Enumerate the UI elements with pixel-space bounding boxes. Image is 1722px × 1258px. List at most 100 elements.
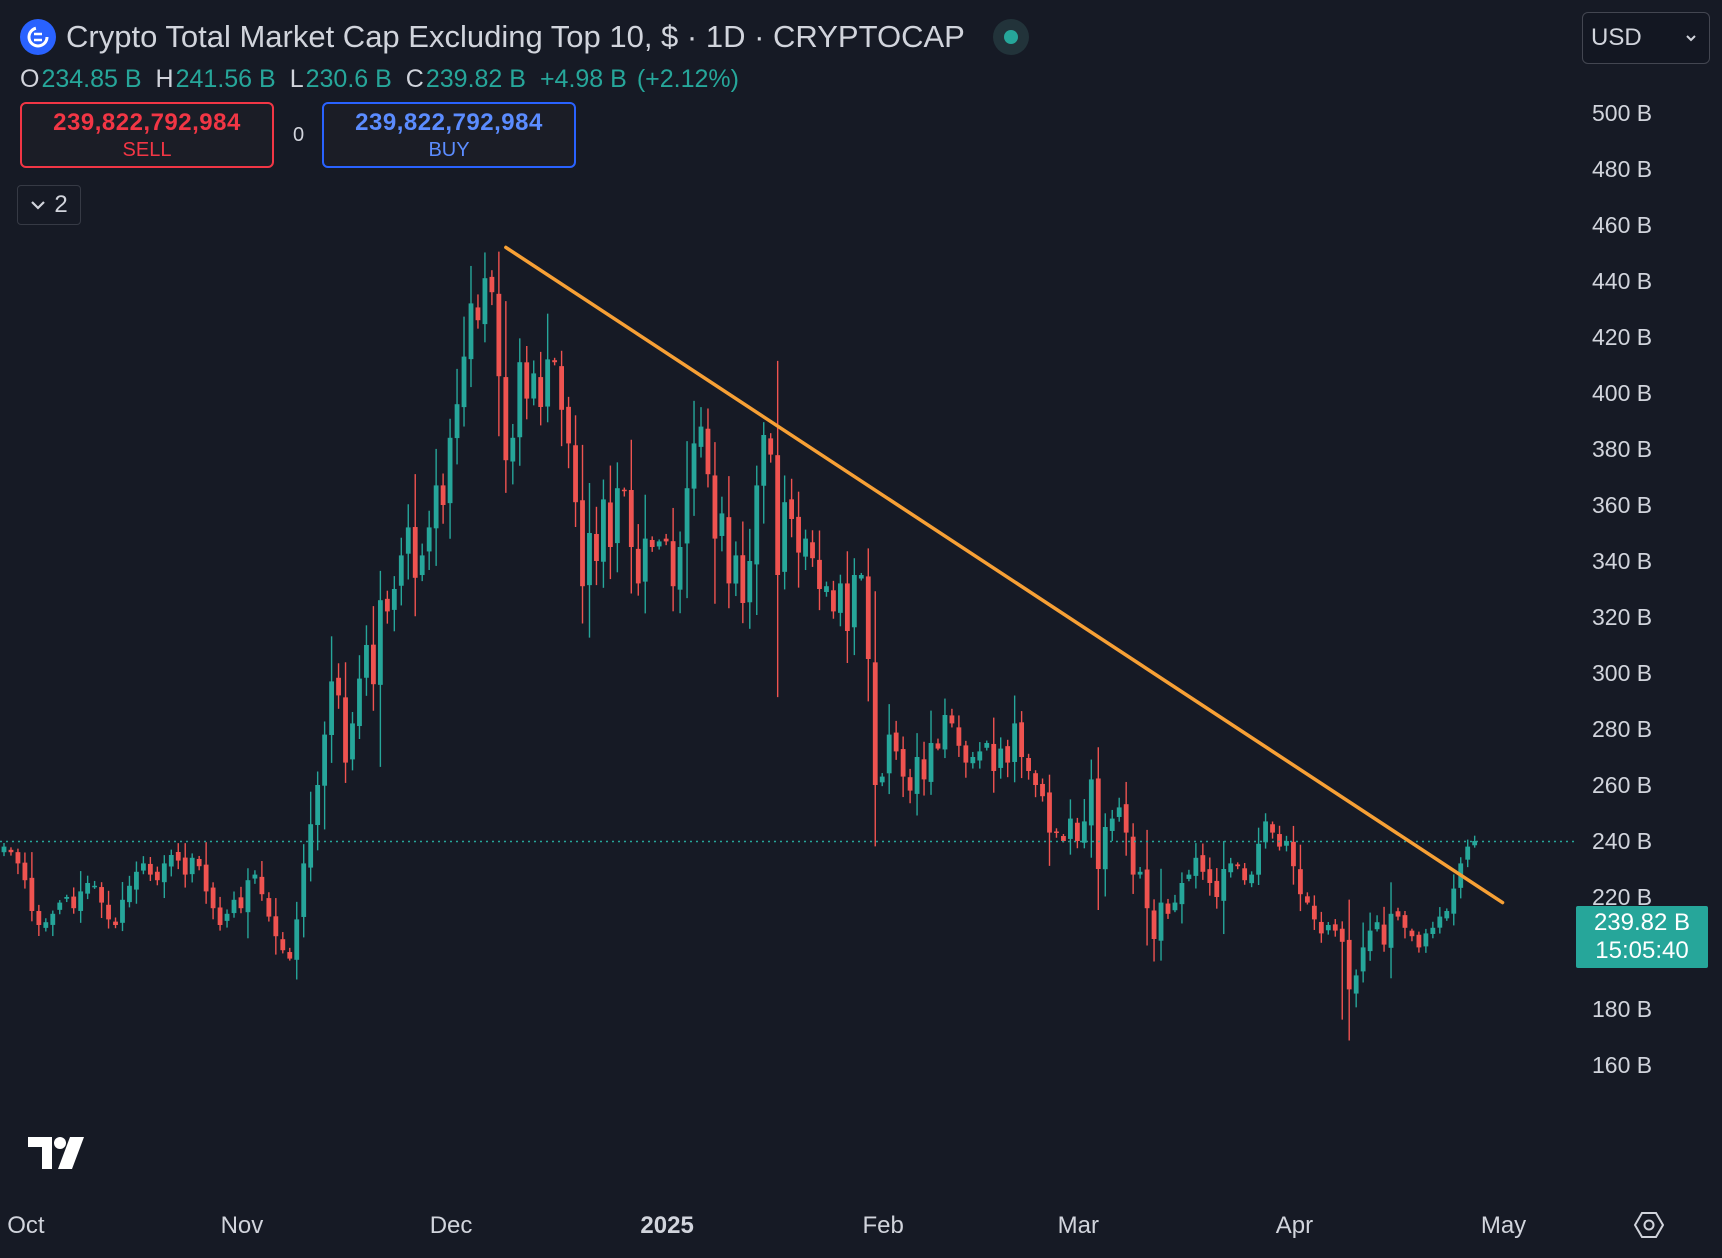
candle <box>113 917 118 929</box>
candle-body <box>168 855 174 867</box>
candle <box>1388 882 1394 979</box>
candle-body <box>1186 874 1192 879</box>
bar-countdown: 15:05:40 <box>1595 937 1689 964</box>
symbol-legend[interactable]: Crypto Total Market Cap Excluding Top 10… <box>20 14 1029 60</box>
candle-body <box>259 876 265 895</box>
candle-body <box>489 276 495 293</box>
descending-trendline[interactable] <box>504 245 1505 905</box>
candle-body <box>29 877 35 911</box>
candle <box>844 551 850 663</box>
symbol-title[interactable]: Crypto Total Market Cap Excluding Top 10… <box>66 19 965 54</box>
candle <box>175 843 181 870</box>
candle-body <box>196 858 202 867</box>
candle-body <box>538 377 544 407</box>
candle <box>601 479 606 588</box>
candle <box>391 576 397 632</box>
candle <box>273 898 279 955</box>
candle <box>858 572 864 581</box>
candle-body <box>301 863 307 917</box>
candle <box>1221 840 1227 935</box>
candle <box>412 474 418 617</box>
candle-body <box>1249 874 1255 884</box>
candle <box>315 771 321 851</box>
candle <box>29 852 35 922</box>
candle-body <box>161 863 167 883</box>
candle <box>238 886 244 914</box>
candle-body <box>1332 924 1338 931</box>
candle <box>963 740 969 778</box>
y-tick-label: 360 B <box>1592 492 1652 518</box>
candle-body <box>1193 857 1199 876</box>
candle-body <box>1416 934 1422 948</box>
candle <box>649 536 655 552</box>
candle <box>1186 869 1192 882</box>
candle <box>350 712 355 771</box>
candle <box>384 590 390 624</box>
candle <box>322 721 328 830</box>
candle-body <box>1318 921 1324 934</box>
tradingview-logo-icon[interactable] <box>26 1135 90 1176</box>
candle-body <box>524 362 530 399</box>
candle <box>607 465 613 580</box>
candle <box>970 751 976 769</box>
candle-body <box>1291 841 1296 867</box>
candle-body <box>1074 822 1080 841</box>
candle-body <box>377 600 383 685</box>
candle <box>1374 915 1380 932</box>
price-axis[interactable]: 500 B 480 B 460 B 440 B 420 B 400 B 380 B 360 B… <box>1592 100 1652 1078</box>
x-tick-label: Feb <box>863 1212 904 1239</box>
candle-body <box>231 899 237 914</box>
candle-body <box>1437 916 1443 928</box>
currency-select[interactable]: USD <box>1582 12 1710 64</box>
candle <box>50 910 56 937</box>
candle-body <box>1465 846 1471 860</box>
candle-body <box>1151 910 1157 939</box>
candle <box>1144 829 1150 946</box>
time-axis[interactable]: Oct Nov Dec 2025 Feb Mar Apr May <box>7 1212 1526 1239</box>
candle-body <box>1179 883 1185 905</box>
settings-gear-icon[interactable] <box>1632 1208 1666 1242</box>
candle <box>1137 867 1143 879</box>
candle <box>740 521 746 624</box>
candle-body <box>747 561 753 603</box>
candle <box>1123 781 1129 856</box>
candle <box>865 548 871 702</box>
indicators-collapse-button[interactable]: 2 <box>17 185 81 225</box>
candle-body <box>858 575 864 579</box>
candle <box>705 408 711 488</box>
candle-body <box>733 555 739 584</box>
candle-body <box>566 406 571 444</box>
last-price-tag: 239.82 B 15:05:40 <box>1576 906 1708 968</box>
candle <box>566 396 571 469</box>
candle <box>78 871 84 923</box>
candle <box>182 843 188 888</box>
candle <box>419 543 425 582</box>
candle-body <box>928 743 934 782</box>
y-tick-label: 300 B <box>1592 660 1652 686</box>
change-value: +4.98 B <box>539 64 627 93</box>
candle-body <box>1451 888 1457 914</box>
candle <box>1095 747 1101 910</box>
candle <box>231 891 237 918</box>
x-tick-label: Dec <box>430 1212 473 1239</box>
candle-body <box>1360 947 1366 972</box>
candle-body <box>552 360 558 363</box>
x-tick-label: Mar <box>1058 1212 1099 1239</box>
buy-button[interactable]: 239,822,792,984 BUY <box>322 102 576 168</box>
candle-body <box>1270 824 1275 833</box>
candle <box>22 852 28 889</box>
sell-button[interactable]: 239,822,792,984 SELL <box>20 102 274 168</box>
candle-body <box>78 891 84 911</box>
candle <box>343 662 348 783</box>
candle <box>127 875 132 908</box>
candle <box>1451 874 1457 926</box>
candle-body <box>998 748 1004 768</box>
candle-body <box>691 443 697 489</box>
y-tick-label: 340 B <box>1592 548 1652 574</box>
candle <box>217 896 223 931</box>
spread-value: 0 <box>293 124 305 146</box>
candle-body <box>754 485 760 565</box>
candle <box>468 265 474 388</box>
candle-body <box>475 307 481 321</box>
